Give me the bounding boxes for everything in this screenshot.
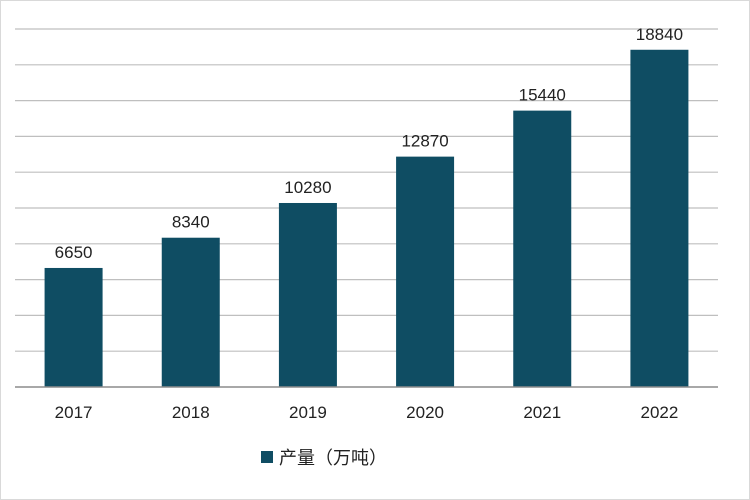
data-label: 15440 [519, 86, 566, 105]
legend-label: 产量（万吨） [279, 448, 387, 469]
data-label: 8340 [172, 213, 210, 232]
x-tick-label: 2022 [641, 403, 679, 422]
bars [44, 49, 689, 388]
bar-2017 [44, 267, 103, 387]
x-tick-labels: 2017 2018 2019 2020 2021 2022 [55, 403, 679, 422]
data-label: 10280 [284, 178, 331, 197]
data-labels: 6650 8340 10280 12870 15440 18840 [55, 25, 683, 262]
legend-swatch [261, 451, 273, 463]
legend: 产量（万吨） [261, 448, 387, 469]
bar-2021 [513, 110, 572, 388]
gridlines [15, 28, 718, 352]
bar-2022 [630, 49, 689, 387]
bar-2020 [396, 156, 455, 387]
data-label: 6650 [55, 243, 93, 262]
x-tick-label: 2021 [523, 403, 561, 422]
data-label: 12870 [401, 132, 448, 151]
x-tick-label: 2020 [406, 403, 444, 422]
x-tick-label: 2019 [289, 403, 327, 422]
x-tick-label: 2017 [55, 403, 93, 422]
bar-2019 [278, 202, 337, 387]
bar-2018 [161, 237, 220, 387]
data-label: 18840 [636, 25, 683, 44]
x-tick-label: 2018 [172, 403, 210, 422]
